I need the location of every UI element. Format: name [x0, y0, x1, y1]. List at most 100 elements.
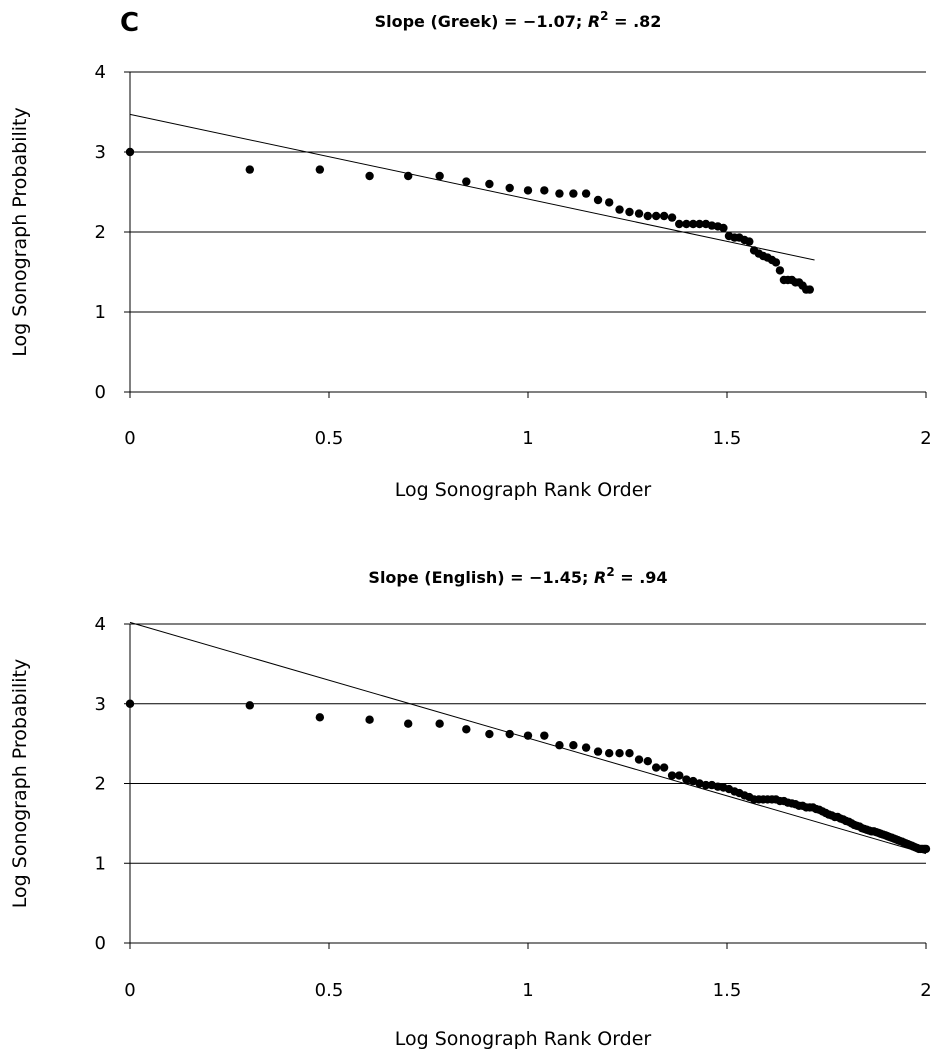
data-point: [581, 189, 591, 198]
y-tick-label: 4: [95, 62, 106, 83]
data-point: [540, 186, 549, 195]
data-point: [682, 775, 691, 784]
data-point: [775, 266, 785, 275]
chart-title-suffix: = .94: [615, 568, 668, 587]
x-axis-label: Log Sonograph Rank Order: [395, 1028, 652, 1050]
data-point: [615, 748, 624, 758]
data-point: [688, 776, 698, 786]
data-point: [593, 195, 603, 205]
data-point: [569, 741, 578, 750]
data-point: [540, 731, 549, 740]
x-tick-label: 1.5: [713, 980, 742, 1001]
chart-title-prefix: Slope (Greek) = −1.07;: [375, 12, 588, 31]
y-tick-label: 3: [95, 142, 106, 163]
data-point: [555, 741, 564, 750]
data-point: [643, 211, 652, 221]
y-tick-label: 3: [95, 694, 106, 715]
data-point: [435, 719, 444, 728]
x-tick-label: 0: [124, 980, 135, 1001]
chart-title: Slope (English) = −1.45; R2 = .94: [368, 565, 667, 587]
data-point: [701, 780, 711, 790]
x-axis-label: Log Sonograph Rank Order: [395, 479, 652, 501]
data-point: [805, 285, 814, 294]
data-point: [315, 165, 325, 174]
x-tick-label: 1: [522, 980, 533, 1001]
x-tick-label: 1: [522, 428, 533, 449]
data-point: [365, 715, 374, 724]
data-point: [485, 729, 494, 739]
data-point: [719, 223, 728, 233]
chart-title-prefix: Slope (English) = −1.45;: [368, 568, 594, 587]
data-point: [523, 731, 533, 740]
data-point: [125, 147, 135, 157]
panel-letter: C: [120, 8, 140, 38]
data-point: [485, 179, 494, 189]
data-point: [604, 198, 614, 207]
data-point: [634, 755, 644, 764]
chart-title-r: R: [594, 568, 606, 587]
data-point: [404, 719, 413, 728]
data-point: [462, 177, 471, 186]
data-point: [695, 219, 704, 229]
data-point: [625, 207, 634, 217]
data-point: [505, 183, 514, 193]
data-point: [581, 743, 591, 752]
data-point: [921, 844, 931, 854]
data-point: [675, 219, 684, 229]
x-tick-label: 2: [920, 980, 931, 1001]
y-tick-label: 0: [95, 933, 106, 954]
data-point: [593, 747, 603, 756]
data-point: [651, 763, 661, 772]
data-point: [555, 189, 564, 198]
data-point: [404, 171, 413, 181]
data-point: [771, 258, 781, 267]
chart-title-r: R: [588, 12, 600, 31]
y-axis-label: Log Sonograph Probability: [9, 107, 31, 356]
x-tick-label: 0: [124, 428, 135, 449]
data-point: [667, 771, 677, 780]
y-tick-label: 0: [95, 382, 106, 403]
data-point: [125, 699, 135, 708]
data-point: [634, 209, 644, 218]
data-point: [667, 213, 677, 222]
chart-title-sup: 2: [600, 9, 608, 23]
data-point: [745, 237, 754, 246]
y-tick-label: 2: [95, 222, 106, 243]
data-point: [523, 186, 533, 195]
chart-title-suffix: = .82: [609, 12, 662, 31]
data-point: [625, 748, 634, 758]
data-point: [604, 748, 614, 758]
x-tick-label: 1.5: [713, 428, 742, 449]
y-tick-label: 1: [95, 302, 106, 323]
data-point: [682, 219, 691, 229]
data-point: [643, 756, 652, 766]
y-tick-label: 1: [95, 853, 106, 874]
x-tick-label: 2: [920, 428, 931, 449]
data-point: [659, 763, 669, 772]
data-point: [569, 189, 578, 198]
data-point: [695, 779, 704, 788]
data-point: [245, 701, 254, 710]
y-tick-label: 2: [95, 774, 106, 795]
chart-title: Slope (Greek) = −1.07; R2 = .82: [375, 9, 662, 31]
data-point: [688, 219, 698, 229]
x-tick-label: 0.5: [315, 428, 344, 449]
chart-title-sup: 2: [606, 565, 614, 579]
fit-line: [129, 113, 815, 261]
data-point: [365, 171, 374, 181]
data-point: [659, 211, 669, 221]
data-point: [435, 171, 444, 181]
y-tick-label: 4: [95, 614, 106, 635]
data-point: [315, 713, 325, 722]
data-point: [245, 165, 254, 174]
data-point: [615, 205, 624, 214]
x-tick-label: 0.5: [315, 980, 344, 1001]
data-point: [675, 771, 684, 780]
data-point: [462, 725, 471, 734]
y-axis-label: Log Sonograph Probability: [9, 659, 31, 908]
data-point: [505, 729, 514, 739]
data-point: [651, 211, 661, 221]
